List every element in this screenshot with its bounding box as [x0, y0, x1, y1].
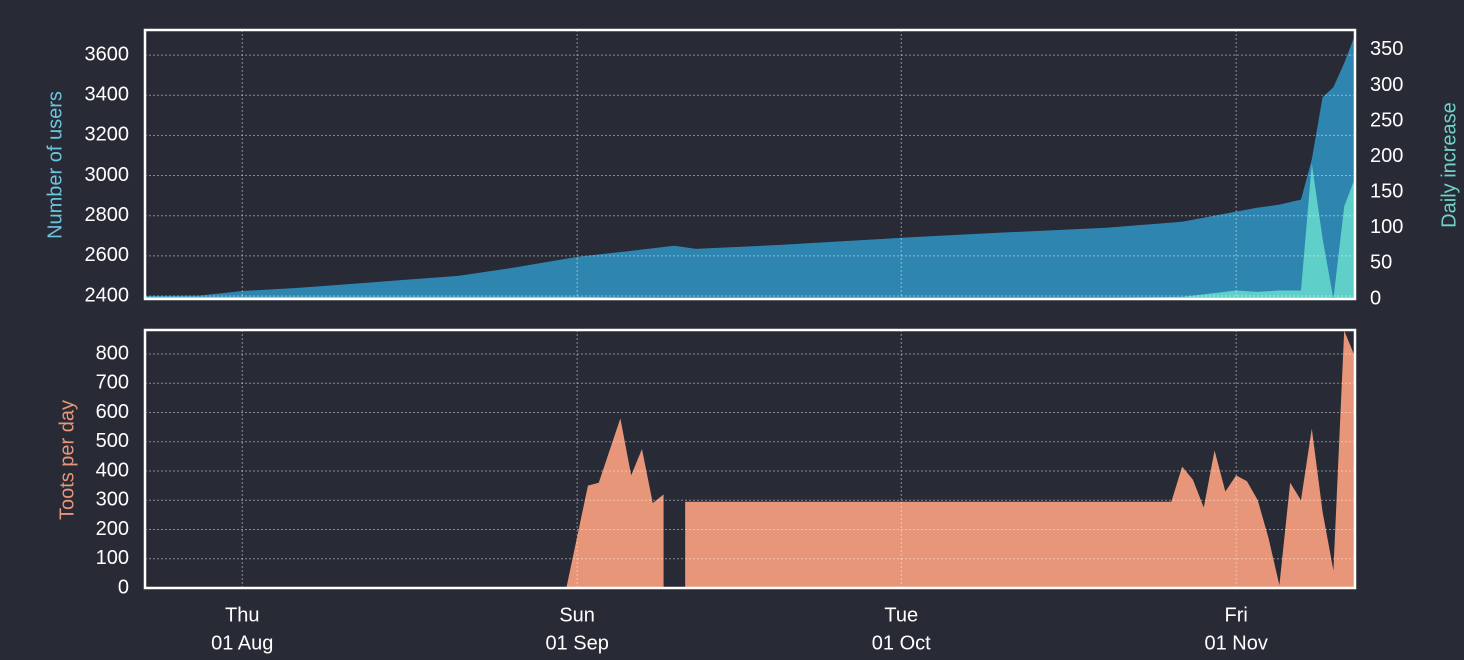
y-tick-label: 3400 — [85, 84, 130, 106]
y-tick-label: 800 — [96, 342, 129, 364]
y2-tick-label: 350 — [1370, 38, 1403, 60]
y-tick-label: 600 — [96, 401, 129, 423]
y-tick-label: 2800 — [85, 204, 130, 226]
y-axis-label: Number of users — [44, 91, 66, 239]
y-tick-label: 3000 — [85, 164, 130, 186]
x-tick-label: 01 Sep — [545, 632, 608, 654]
area — [145, 35, 1355, 300]
x-tick-label: Thu — [225, 604, 259, 626]
y-tick-label: 500 — [96, 430, 129, 452]
plot-frame — [143, 328, 1357, 590]
area — [145, 418, 664, 588]
x-tick-label: 01 Aug — [211, 632, 273, 654]
y-tick-label: 3600 — [85, 43, 130, 65]
x-tick-label: Fri — [1224, 604, 1247, 626]
y2-axis-label: Daily increase — [1438, 102, 1460, 228]
x-tick-label: Tue — [884, 604, 918, 626]
y2-tick-label: 250 — [1370, 109, 1403, 131]
y-tick-label: 2600 — [85, 244, 130, 266]
y-tick-label: 3200 — [85, 124, 130, 146]
y-tick-label: 700 — [96, 372, 129, 394]
x-tick-label: 01 Oct — [872, 632, 931, 654]
y2-tick-label: 0 — [1370, 287, 1381, 309]
y-tick-label: 100 — [96, 547, 129, 569]
y-tick-label: 0 — [118, 576, 129, 598]
y2-tick-label: 100 — [1370, 216, 1403, 238]
y2-tick-label: 300 — [1370, 74, 1403, 96]
y-tick-label: 200 — [96, 518, 129, 540]
x-tick-label: Sun — [559, 604, 595, 626]
y2-tick-label: 200 — [1370, 145, 1403, 167]
y-tick-label: 400 — [96, 459, 129, 481]
y-tick-label: 2400 — [85, 284, 130, 306]
y2-tick-label: 150 — [1370, 181, 1403, 203]
area — [685, 330, 1355, 588]
y2-tick-label: 50 — [1370, 252, 1392, 274]
plot-frame — [143, 28, 1357, 301]
x-tick-label: 01 Nov — [1204, 632, 1267, 654]
y-axis-label: Toots per day — [56, 400, 78, 520]
y-tick-label: 300 — [96, 489, 129, 511]
